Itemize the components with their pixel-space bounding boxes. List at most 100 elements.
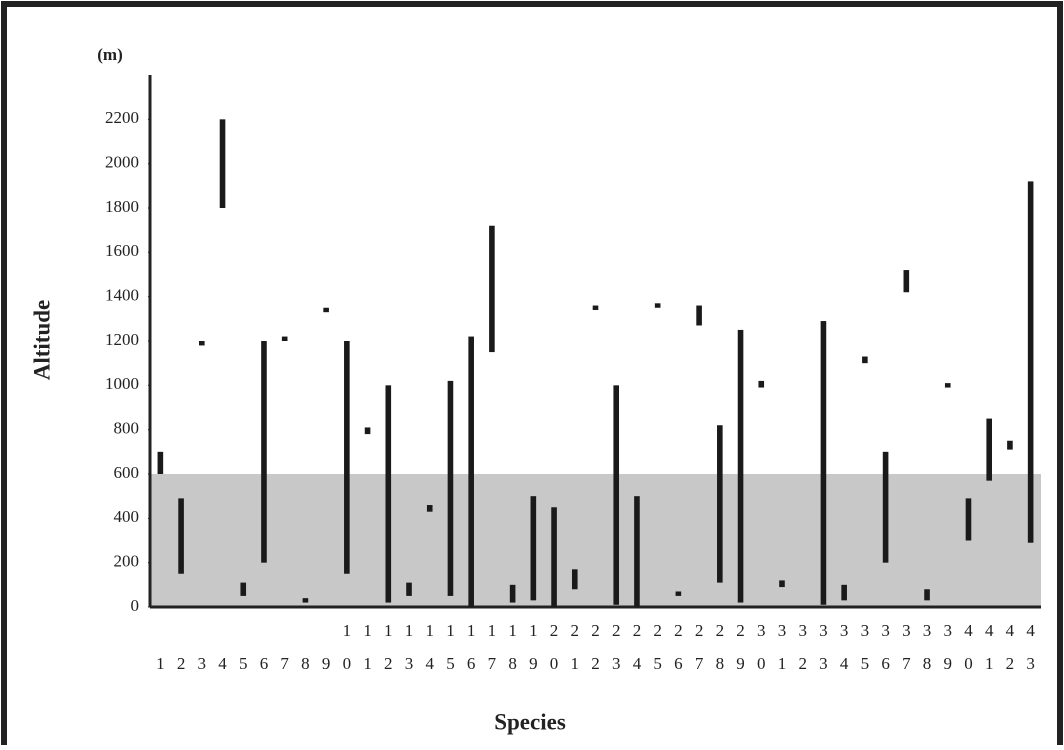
y-tick-label: 1200 [105, 330, 139, 349]
range-bar [323, 307, 329, 313]
range-bar [344, 341, 350, 574]
x-tick-digit: 3 [778, 621, 787, 640]
range-bar [530, 496, 537, 601]
x-tick-digit: 1 [405, 621, 414, 640]
x-tick-digit: 4 [840, 654, 849, 673]
x-tick-digit: 3 [861, 621, 870, 640]
x-tick-digit: 0 [757, 654, 766, 673]
y-tick-label: 600 [114, 463, 140, 482]
x-tick-digit: 2 [1006, 654, 1015, 673]
x-tick-label: 8 [301, 654, 310, 673]
x-tick-digit: 7 [488, 654, 497, 673]
x-tick-digit: 2 [591, 654, 600, 673]
y-tick-label: 1000 [105, 374, 139, 393]
range-bar [737, 329, 744, 603]
range-bar [406, 582, 412, 596]
x-tick-label: 5 [239, 654, 248, 673]
range-bar [426, 505, 433, 512]
x-tick-digit: 3 [840, 621, 849, 640]
x-tick-digit: 1 [529, 621, 538, 640]
x-tick-digit: 2 [653, 621, 662, 640]
shaded-range [150, 474, 1041, 607]
x-axis-label: Species [494, 709, 566, 734]
x-tick-label: 1 [156, 654, 165, 673]
y-tick-label: 0 [131, 596, 140, 615]
range-bar [613, 385, 620, 605]
x-tick-digit: 8 [923, 654, 932, 673]
range-bar [820, 321, 827, 605]
x-tick-digit: 2 [384, 654, 393, 673]
x-tick-digit: 2 [736, 621, 745, 640]
x-tick-label: 9 [322, 654, 331, 673]
range-bar [199, 341, 205, 346]
x-tick-digit: 1 [425, 621, 434, 640]
x-tick-digit: 1 [384, 621, 393, 640]
range-bar [551, 507, 557, 607]
range-bar [447, 380, 454, 596]
x-tick-digit: 0 [964, 654, 973, 673]
range-bar [219, 119, 226, 208]
range-bar [302, 598, 309, 603]
y-tick-label: 1800 [105, 197, 139, 216]
x-tick-digit: 2 [798, 654, 807, 673]
range-bar [758, 380, 765, 388]
x-tick-digit: 1 [363, 621, 372, 640]
range-bar [178, 498, 184, 574]
range-bar [779, 580, 785, 588]
x-tick-digit: 4 [633, 654, 642, 673]
x-tick-label: 3 [198, 654, 207, 673]
x-tick-digit: 0 [343, 654, 352, 673]
range-bar [1007, 440, 1013, 450]
x-tick-digit: 2 [550, 621, 559, 640]
x-tick-digit: 6 [674, 654, 683, 673]
x-tick-digit: 1 [985, 654, 994, 673]
range-bar [240, 582, 247, 596]
range-bar [261, 341, 267, 563]
x-tick-digit: 3 [612, 654, 621, 673]
x-tick-digit: 6 [467, 654, 476, 673]
x-tick-digit: 9 [529, 654, 538, 673]
y-tick-label: 400 [114, 507, 140, 526]
x-tick-digit: 2 [695, 621, 704, 640]
y-axis-label: Altitude [29, 300, 54, 381]
range-bar [903, 270, 910, 293]
x-tick-digit: 3 [1026, 654, 1035, 673]
x-tick-digit: 3 [798, 621, 807, 640]
x-tick-label: 4 [218, 654, 227, 673]
range-bar [717, 425, 723, 583]
x-tick-digit: 0 [550, 654, 559, 673]
x-tick-digit: 3 [757, 621, 766, 640]
y-tick-label: 1600 [105, 241, 139, 260]
y-tick-label: 2000 [105, 153, 139, 172]
x-tick-digit: 3 [819, 621, 828, 640]
x-tick-digit: 1 [446, 621, 455, 640]
x-tick-digit: 3 [819, 654, 828, 673]
x-tick-digit: 1 [467, 621, 476, 640]
x-tick-digit: 9 [736, 654, 745, 673]
x-tick-digit: 8 [508, 654, 517, 673]
y-tick-label: 1400 [105, 286, 139, 305]
x-tick-digit: 5 [653, 654, 662, 673]
x-tick-digit: 1 [571, 654, 580, 673]
y-tick-label: 2200 [105, 108, 139, 127]
range-bar [696, 305, 702, 326]
